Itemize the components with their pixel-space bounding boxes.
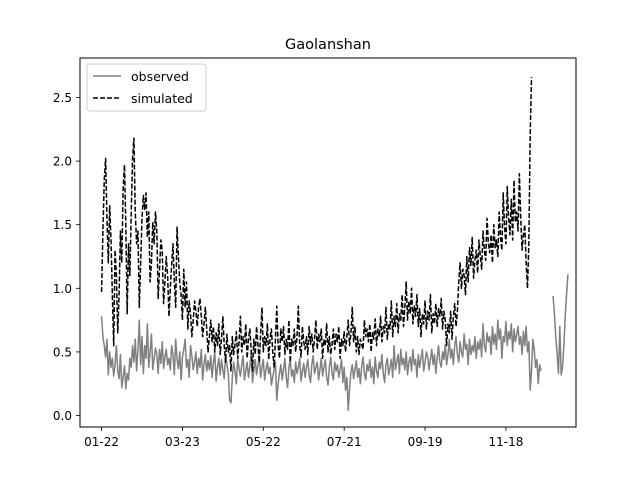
y-tick-label: 1.0 [53, 282, 72, 296]
legend-observed-label: observed [131, 69, 189, 84]
y-tick-label: 2.5 [53, 91, 72, 105]
plot-frame [79, 57, 577, 428]
plot-lines [100, 77, 569, 412]
series-observed-segment-2 [552, 274, 569, 376]
series-observed-segment-1 [100, 316, 542, 412]
x-tick-label: 01-22 [84, 435, 119, 449]
y-tick-label: 0.0 [53, 409, 72, 423]
x-tick-label: 05-22 [246, 435, 281, 449]
y-axis: 0.0 0.5 1.0 1.5 2.0 2.5 [53, 91, 80, 423]
y-tick-label: 2.0 [53, 155, 72, 169]
x-tick-label: 07-21 [327, 435, 362, 449]
legend-simulated-label: simulated [131, 91, 193, 106]
x-axis: 01-22 03-23 05-22 07-21 09-19 11-18 [84, 427, 523, 449]
x-tick-label: 09-19 [408, 435, 443, 449]
y-tick-label: 1.5 [53, 218, 72, 232]
chart-title: Gaolanshan [285, 37, 371, 53]
x-tick-label: 03-23 [165, 435, 200, 449]
legend: observed simulated [86, 63, 207, 112]
x-tick-label: 11-18 [488, 435, 523, 449]
y-tick-label: 0.5 [53, 345, 72, 359]
series-simulated-segment-1 [100, 77, 533, 372]
